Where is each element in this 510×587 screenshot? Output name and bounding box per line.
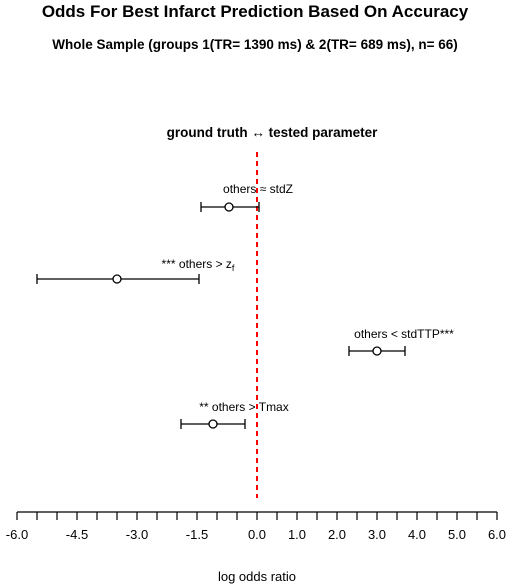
estimate-row: others ≈ stdZ <box>200 182 293 212</box>
point-estimate <box>372 346 382 356</box>
x-tick-label: -1.5 <box>186 527 208 542</box>
plot-area: others ≈ stdZ *** others > zf others < std… <box>36 152 454 498</box>
point-estimate <box>112 274 122 284</box>
x-axis-label: log odds ratio <box>218 569 296 584</box>
x-tick-label: 4.0 <box>408 527 426 542</box>
estimate-label: ** others > Tmax <box>199 400 288 414</box>
x-tick-label: -3.0 <box>126 527 148 542</box>
x-tick-label: 2.0 <box>328 527 346 542</box>
x-tick-label: 0.0 <box>248 527 266 542</box>
estimate-row: others < stdTTP*** <box>348 327 454 356</box>
x-axis: -6.0 -4.5 -3.0 -1.5 0.0 1.0 2.0 3.0 4.0 5.0 6.0 <box>6 511 506 542</box>
estimate-label: *** others > zf <box>162 257 235 273</box>
estimate-row: ** others > Tmax <box>180 400 289 429</box>
estimate-row: *** others > zf <box>36 257 235 284</box>
x-tick-label: 1.0 <box>288 527 306 542</box>
chart-title: Odds For Best Infarct Prediction Based O… <box>42 2 469 21</box>
x-tick-label: -4.5 <box>66 527 88 542</box>
point-estimate <box>224 202 234 212</box>
panel-header: ground truth ↔ tested parameter <box>167 125 379 140</box>
x-tick-label: -6.0 <box>6 527 28 542</box>
x-tick-label: 6.0 <box>488 527 506 542</box>
chart-subtitle: Whole Sample (groups 1(TR= 1390 ms) & 2(… <box>52 37 458 52</box>
point-estimate <box>208 419 218 429</box>
x-tick-label: 5.0 <box>448 527 466 542</box>
estimate-label: others ≈ stdZ <box>223 182 293 196</box>
x-tick-label: 3.0 <box>368 527 386 542</box>
estimate-label: others < stdTTP*** <box>354 327 454 341</box>
